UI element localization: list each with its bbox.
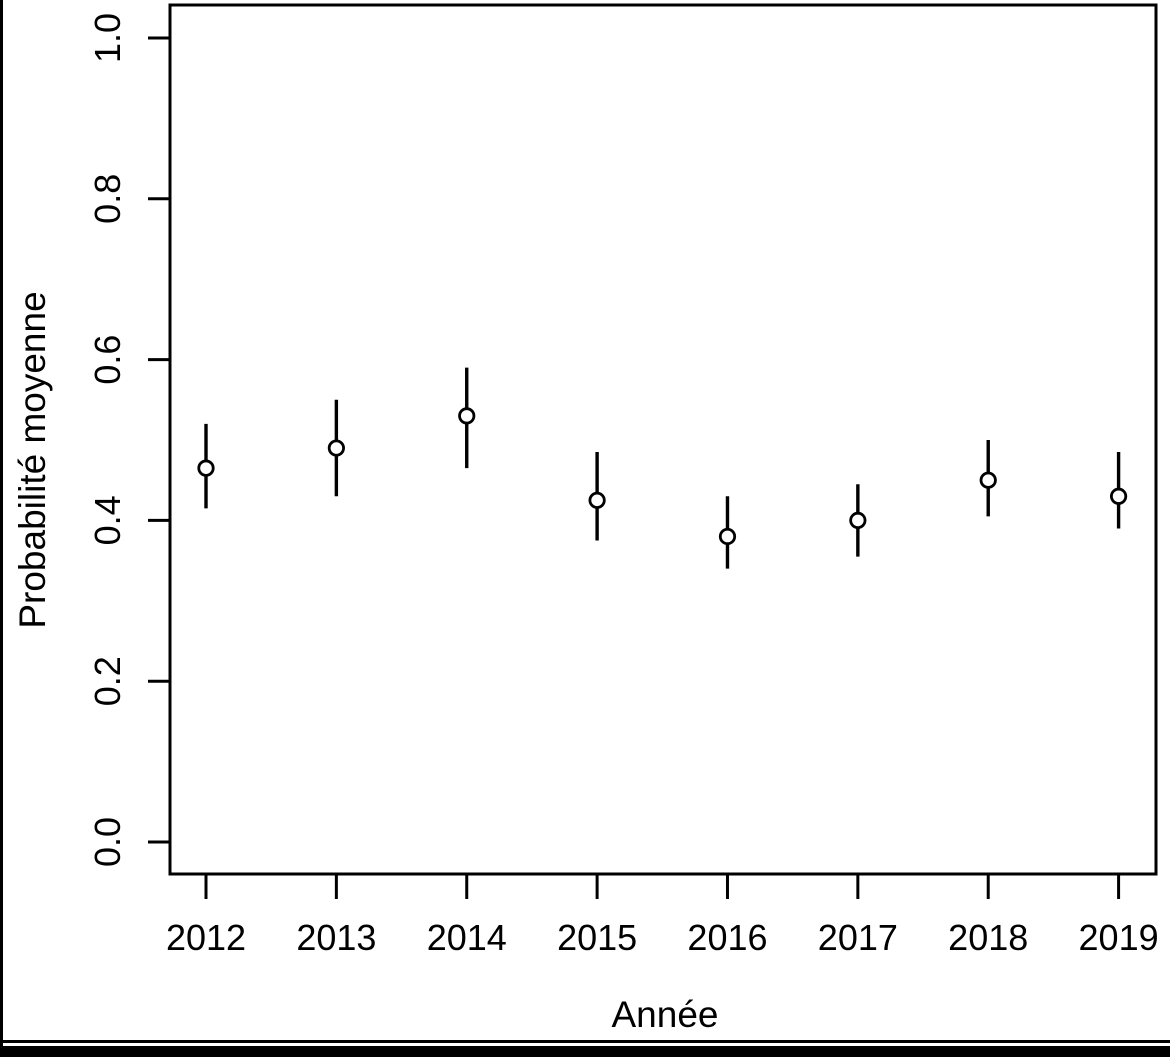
x-axis-tick-label: 2019 <box>1079 917 1159 958</box>
data-point-2017 <box>849 511 867 530</box>
y-axis-tick-label: 0.6 <box>87 335 128 385</box>
data-point-2014 <box>458 407 476 425</box>
x-axis-tick-label: 2012 <box>166 917 246 958</box>
scan-bottom-line <box>0 1040 1170 1043</box>
y-axis-title: Probabilité moyenne <box>12 291 53 628</box>
plot-box <box>168 3 1158 876</box>
x-axis-tick-label: 2017 <box>818 917 898 958</box>
data-point-2018 <box>979 471 997 489</box>
x-axis-title: Année <box>612 994 719 1035</box>
y-axis-tick-label: 1.0 <box>87 13 128 63</box>
data-point-2019 <box>1109 487 1128 505</box>
scan-bottom-bar <box>0 1046 1170 1057</box>
y-axis-tick-label: 0.8 <box>87 174 128 224</box>
y-axis-tick-label: 0.4 <box>87 495 128 545</box>
data-point-2012 <box>197 459 215 477</box>
data-point-2015 <box>588 491 606 509</box>
scan-left-edge <box>0 0 3 1057</box>
y-axis-tick-label: 0.2 <box>87 656 128 706</box>
data-point-2016 <box>718 527 737 546</box>
y-axis-tick-label: 0.0 <box>87 817 128 867</box>
x-axis-tick-label: 2013 <box>296 917 376 958</box>
x-axis-tick-label: 2014 <box>427 917 507 958</box>
x-axis-tick-label: 2015 <box>557 917 637 958</box>
x-axis-tick-label: 2016 <box>687 917 767 958</box>
data-point-2013 <box>327 439 345 457</box>
x-axis-tick-label: 2018 <box>948 917 1028 958</box>
